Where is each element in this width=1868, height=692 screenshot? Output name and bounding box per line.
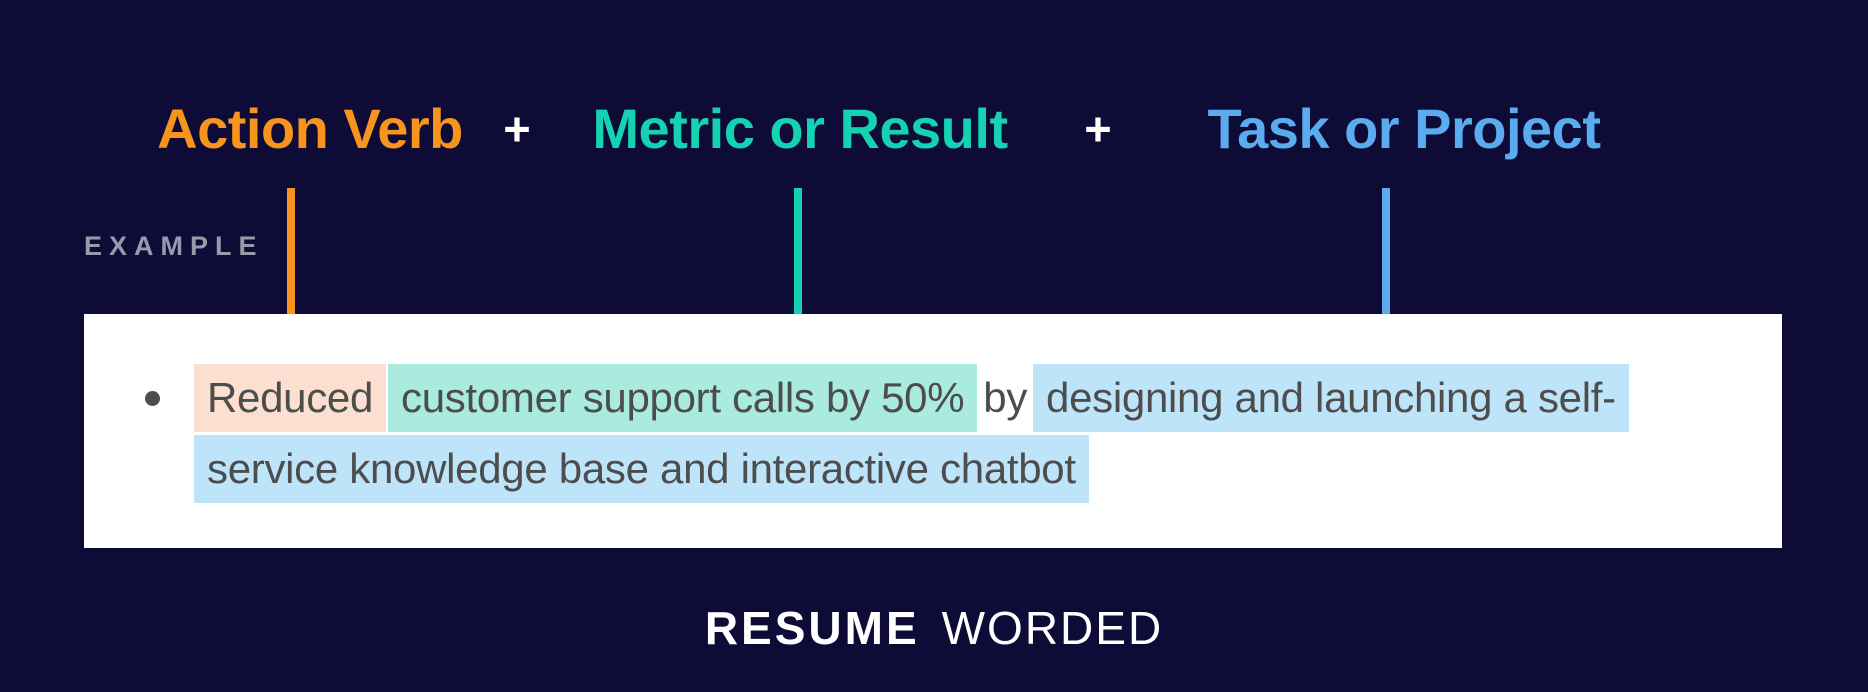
highlight-task-part2: service knowledge base and interactive c… [194, 435, 1089, 503]
example-section-label: EXAMPLE [84, 231, 264, 261]
connector-line [1382, 188, 1390, 338]
bullet-point-icon [145, 391, 160, 406]
bullet-line-2: service knowledge base and interactive c… [194, 435, 1089, 503]
brand-worded-text: WORDED [941, 602, 1164, 654]
plus-sign: + [503, 102, 531, 155]
highlight-task-part1: designing and launching a self- [1033, 364, 1629, 432]
connector-word: by [983, 374, 1028, 421]
brand-resume-text: RESUME [704, 602, 920, 654]
brand-logo: RESUME WORDED [705, 601, 1163, 655]
highlight-action-verb: Reduced [194, 364, 387, 432]
formula-part-action-verb: Action Verb [157, 97, 463, 160]
bullet-sentence: Reduced customer support calls by 50% by… [194, 364, 1629, 503]
formula-part-task-or-project: Task or Project [1207, 97, 1601, 160]
bullet-line-1: Reduced customer support calls by 50% by… [194, 364, 1629, 432]
connector-line [287, 188, 295, 338]
highlight-metric: customer support calls by 50% [388, 364, 978, 432]
example-card: Reduced customer support calls by 50% by… [84, 314, 1782, 548]
plus-sign: + [1084, 102, 1112, 155]
connector-line [794, 188, 802, 338]
formula-part-metric-or-result: Metric or Result [592, 97, 1008, 160]
